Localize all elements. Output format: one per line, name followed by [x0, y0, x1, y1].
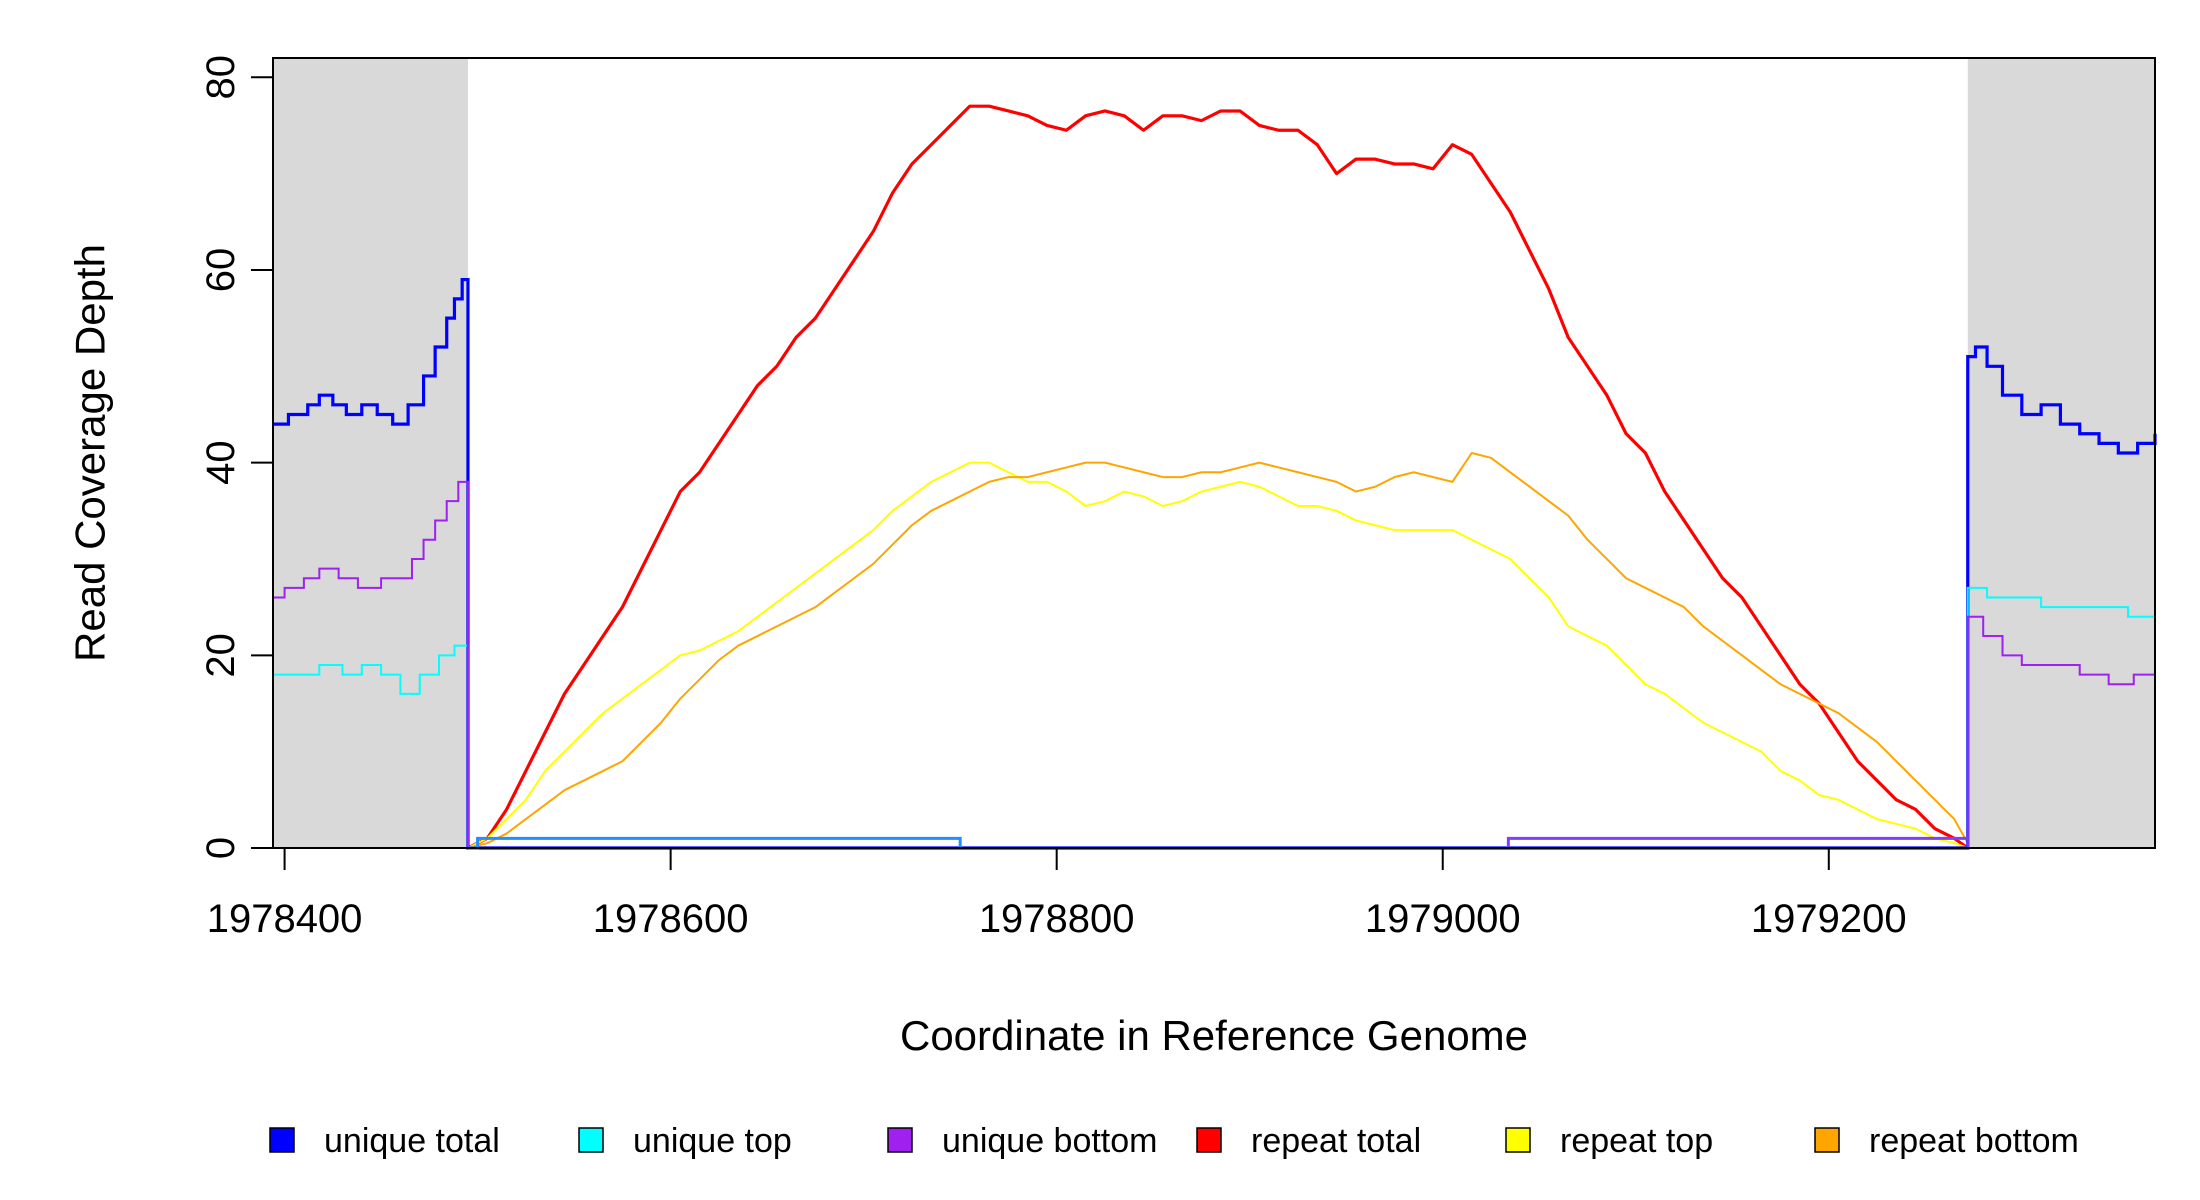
legend-label: unique bottom	[942, 1122, 1158, 1160]
x-tick-label: 1979000	[1365, 897, 1521, 941]
baseline-step-unique-bottom	[1506, 836, 1968, 848]
x-tick-label: 1978600	[593, 897, 749, 941]
legend-item-repeat-bottom: repeat bottom	[1814, 1122, 2079, 1160]
x-tick-label: 1978800	[979, 897, 1135, 941]
legend-item-unique-bottom: unique bottom	[887, 1122, 1158, 1160]
y-axis: 0 20 40 60 80	[199, 55, 274, 859]
x-tick-label: 1978400	[207, 897, 363, 941]
x-axis: 1978400 1978600 1978800 1979000 1979200	[207, 847, 1907, 941]
legend-swatch	[1505, 1127, 1531, 1153]
plot-frame	[272, 57, 2156, 849]
series-line-repeat-top	[467, 461, 1969, 849]
legend-label: unique top	[633, 1122, 792, 1160]
series-lines	[273, 104, 2157, 850]
series-line-repeat-total	[467, 104, 1969, 850]
x-tick-label: 1979200	[1751, 897, 1907, 941]
legend-item-repeat-total: repeat total	[1196, 1122, 1421, 1160]
legend-swatch	[578, 1127, 604, 1153]
legend-swatch	[269, 1127, 295, 1153]
series-line-repeat-bottom	[467, 452, 1969, 849]
y-axis-label: Read Coverage Depth	[67, 244, 114, 662]
legend-item-repeat-top: repeat top	[1505, 1122, 1713, 1160]
legend-item-unique-top: unique top	[578, 1122, 792, 1160]
legend-label: repeat total	[1251, 1122, 1421, 1160]
legend-swatch	[887, 1127, 913, 1153]
y-tick-label: 80	[199, 55, 243, 100]
y-tick-label: 40	[199, 440, 243, 485]
legend-label: unique total	[324, 1122, 500, 1160]
legend: unique total unique top unique bottom repea…	[269, 1122, 2079, 1160]
shaded-region-0	[273, 58, 468, 848]
shaded-regions	[273, 58, 2155, 848]
y-tick-label: 0	[199, 837, 243, 859]
legend-swatch	[1196, 1127, 1222, 1153]
legend-swatch	[1814, 1127, 1840, 1153]
series-line-unique-top	[273, 586, 2156, 849]
legend-label: repeat top	[1560, 1122, 1713, 1160]
legend-item-unique-total: unique total	[269, 1122, 500, 1160]
series-line-unique-bottom	[273, 480, 2156, 849]
legend-label: repeat bottom	[1869, 1122, 2079, 1160]
x-axis-label: Coordinate in Reference Genome	[900, 1012, 1528, 1059]
y-tick-label: 60	[199, 248, 243, 293]
y-tick-label: 20	[199, 633, 243, 678]
series-line-unique-total	[273, 277, 2157, 850]
